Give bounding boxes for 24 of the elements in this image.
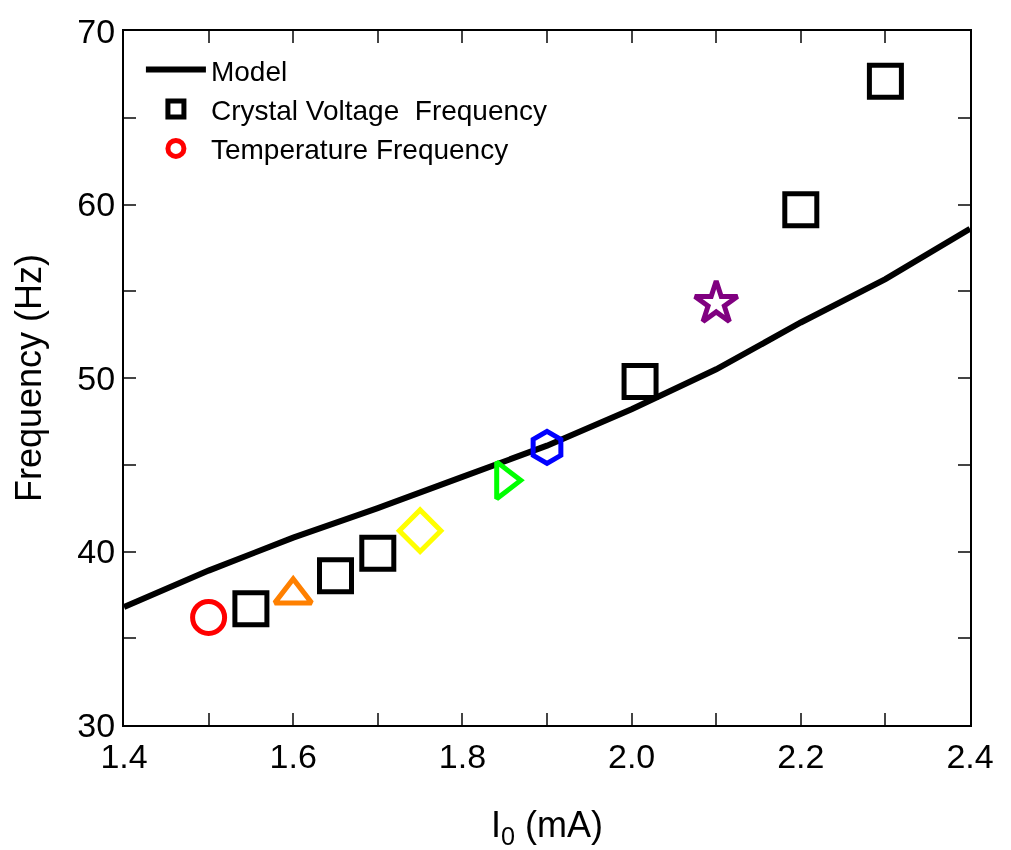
legend-label: Model <box>210 55 288 87</box>
point <box>866 62 904 100</box>
point <box>782 191 820 229</box>
x-axis-title: I$_{0}$ (mA) <box>490 804 604 850</box>
point <box>359 534 397 572</box>
point <box>621 362 659 400</box>
x-tick-label: 2.4 <box>946 736 994 775</box>
y-tick-label: 40 <box>77 532 116 571</box>
point <box>317 557 354 595</box>
point <box>190 598 228 636</box>
legend-label: Temperature Frequency <box>210 134 509 166</box>
x-tick-label: 2.2 <box>777 736 825 775</box>
point <box>232 590 270 628</box>
point <box>530 428 564 466</box>
y-tick-label: 50 <box>77 358 116 397</box>
x-tick-label: 1.6 <box>269 736 317 775</box>
y-tick-label: 70 <box>77 11 116 50</box>
legend-label: Crystal Voltage Frequency <box>210 94 548 126</box>
x-tick-label: 2.0 <box>607 736 656 775</box>
x-tick-label: 1.8 <box>438 736 487 775</box>
point <box>396 507 444 554</box>
y-tick-label: 60 <box>77 185 116 224</box>
point <box>692 278 740 325</box>
y-axis-title: Frequency (Hz) <box>8 253 49 503</box>
